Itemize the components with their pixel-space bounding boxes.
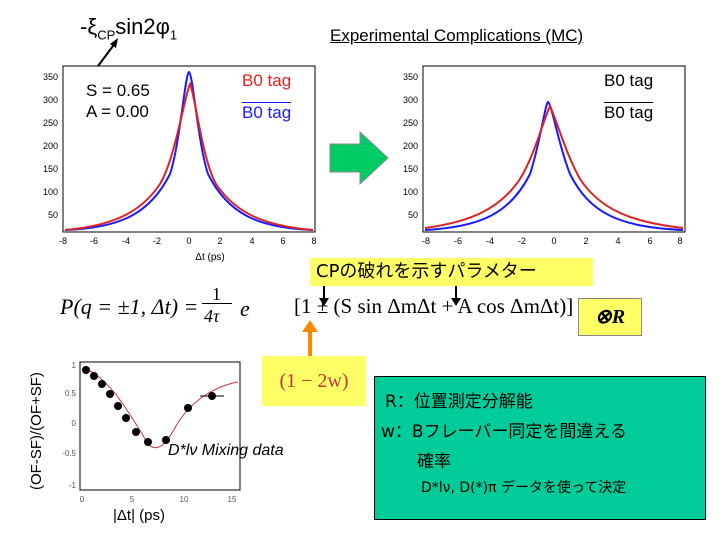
x-tick: -8	[59, 236, 67, 246]
cp-violation-parameter-label: CPの破れを示すパラメター	[310, 258, 593, 286]
x-tick: 0	[80, 495, 85, 504]
experimental-complications-title: Experimental Complications (MC)	[330, 26, 584, 45]
red-curve	[64, 81, 314, 231]
x-tick: -8	[422, 236, 430, 246]
cp-parameter-title: -ξCPsin2φ1	[80, 14, 178, 43]
info-line-1: R：位置測定分解能	[385, 392, 533, 412]
y-tick: 350	[403, 72, 418, 82]
right-dt-plot: 350 300 250 200 150 100 50 -8 -6 -4 -2 0…	[403, 65, 686, 246]
y-tick: 200	[43, 141, 58, 151]
y-tick: 0.5	[65, 389, 77, 398]
y-tick: -1	[69, 481, 77, 490]
x-tick: 15	[228, 495, 237, 504]
x-tick: 0	[551, 236, 556, 246]
x-tick: 5	[130, 495, 135, 504]
x-tick: -2	[153, 236, 161, 246]
orange-arrow-icon	[302, 320, 318, 358]
x-tick: 2	[217, 236, 222, 246]
blue-curve	[64, 70, 314, 231]
formula-lhs: P(q = ±1, Δt) =	[60, 294, 199, 319]
x-tick: -4	[486, 236, 494, 246]
formula-frac-num: 1	[212, 284, 221, 304]
y-tick: -0.5	[62, 449, 76, 458]
x-tick: 8	[677, 236, 682, 246]
mixing-legend: D*lν Mixing data	[168, 442, 284, 459]
y-tick: 150	[403, 164, 418, 174]
y-tick: 50	[48, 210, 58, 220]
x-tick: 0	[186, 236, 191, 246]
left-dt-plot: 350 300 250 200 150 100 50 -8 -6 -4 -2 0…	[43, 65, 317, 263]
y-tick: 1	[72, 361, 77, 370]
param-text: S = 0.65 A = 0.00	[86, 80, 150, 122]
y-tick: 350	[43, 72, 58, 82]
info-line-3: 確率	[417, 452, 451, 472]
x-tick: -4	[122, 236, 130, 246]
formula-rhs: [1 ± (S sin ΔmΔt + A cos ΔmΔt)]	[294, 294, 574, 318]
y-tick: 250	[43, 118, 58, 128]
y-tick: 150	[43, 164, 58, 174]
right-arrow-icon	[329, 130, 389, 186]
mixing-x-label: |Δt| (ps)	[113, 507, 165, 524]
b0-tag-label: B0 tag	[242, 71, 292, 90]
x-tick: 4	[615, 236, 620, 246]
y-tick: 0	[72, 419, 77, 428]
y-tick: 250	[403, 118, 418, 128]
x-tick: 4	[249, 236, 254, 246]
x-tick: 6	[647, 236, 652, 246]
x-tick: -6	[90, 236, 98, 246]
y-tick: 50	[408, 210, 418, 220]
info-line-4: D*lν, D(*)π データを使って決定	[421, 480, 627, 496]
mixing-y-label: (OF-SF)/(OF+SF)	[28, 372, 45, 490]
mixing-data-points	[82, 366, 224, 446]
wrong-tag-factor-box: (1 − 2w)	[262, 356, 366, 406]
b0bar-tag-label: B0 tag	[242, 103, 292, 122]
y-tick: 300	[403, 95, 418, 105]
pointer-arrows	[319, 286, 461, 306]
info-box: R：位置測定分解能 w：Bフレーバー同定を間違える 確率 D*lν, D(*)π…	[374, 376, 706, 520]
x-tick: 6	[280, 236, 285, 246]
y-tick: 200	[403, 141, 418, 151]
y-tick: 300	[43, 95, 58, 105]
resolution-box: ⊗R	[578, 298, 642, 336]
red-curve	[424, 103, 684, 229]
mixing-plot: 1 0.5 0 -0.5 -1 0 5 10 15	[62, 361, 241, 504]
x-tick: 10	[180, 495, 189, 504]
info-line-2: w：Bフレーバー同定を間違える	[381, 422, 627, 442]
x-tick: 8	[311, 236, 316, 246]
x-tick: -6	[454, 236, 462, 246]
formula-frac-den: 4τ	[204, 306, 220, 326]
param-a: A = 0.00	[86, 102, 149, 121]
b0bar-tag-label-right: B0 tag	[604, 103, 654, 122]
param-s: S = 0.65	[86, 81, 150, 100]
x-axis-label: Δt (ps)	[195, 252, 224, 263]
y-tick: 100	[403, 187, 418, 197]
x-tick: -2	[518, 236, 526, 246]
x-tick: 2	[583, 236, 588, 246]
y-tick: 100	[43, 187, 58, 197]
b0-tag-label-right: B0 tag	[604, 71, 654, 90]
blue-curve	[424, 100, 684, 231]
